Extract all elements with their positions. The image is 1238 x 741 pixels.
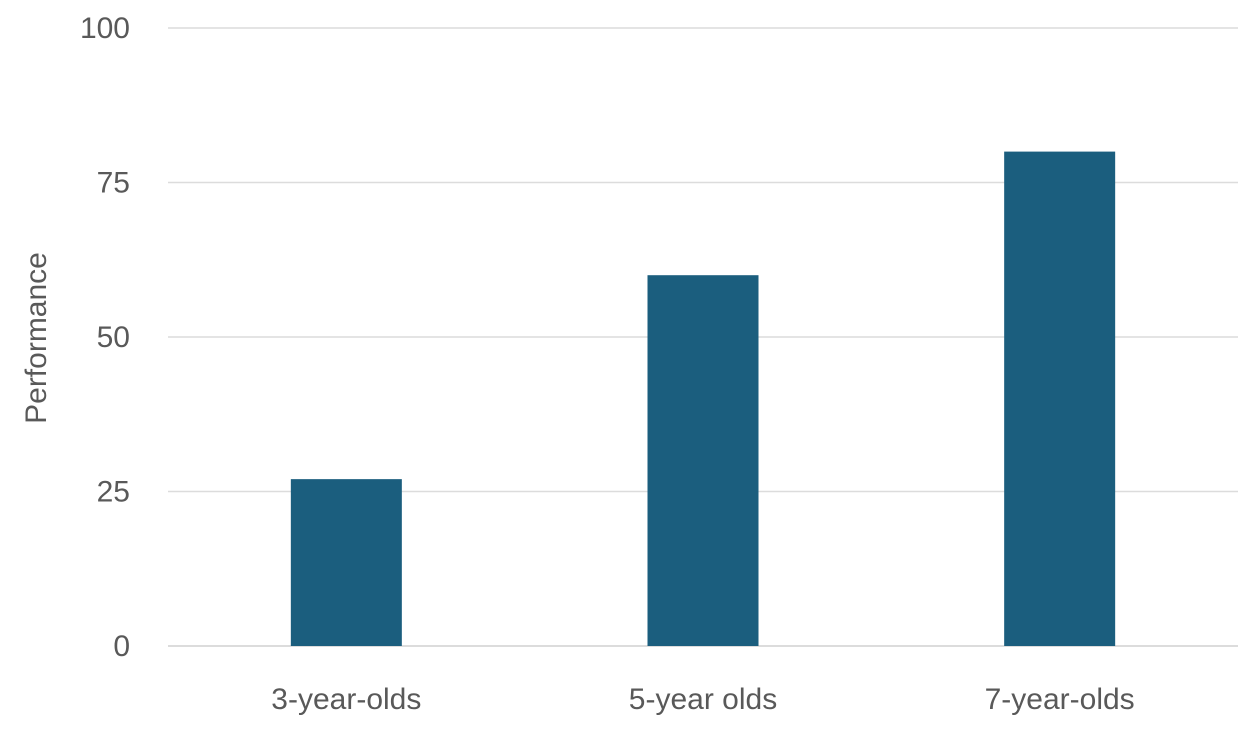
y-tick-label: 50 — [97, 321, 130, 354]
x-tick-label: 5-year olds — [629, 683, 777, 716]
x-tick-label: 7-year-olds — [985, 683, 1135, 716]
bars — [290, 151, 1116, 646]
y-axis-title: Performance — [20, 252, 53, 424]
x-tick-label: 3-year-olds — [271, 683, 421, 716]
y-tick-label: 100 — [80, 12, 130, 45]
bar — [647, 275, 759, 646]
y-tick-label: 75 — [97, 167, 130, 200]
bar — [1004, 151, 1116, 646]
x-axis-ticks: 3-year-olds 5-year olds 7-year-olds — [271, 683, 1134, 716]
y-tick-label: 0 — [113, 630, 130, 663]
y-tick-label: 25 — [97, 476, 130, 509]
bar — [290, 479, 402, 646]
y-axis-ticks: 0 25 50 75 100 — [80, 12, 130, 663]
